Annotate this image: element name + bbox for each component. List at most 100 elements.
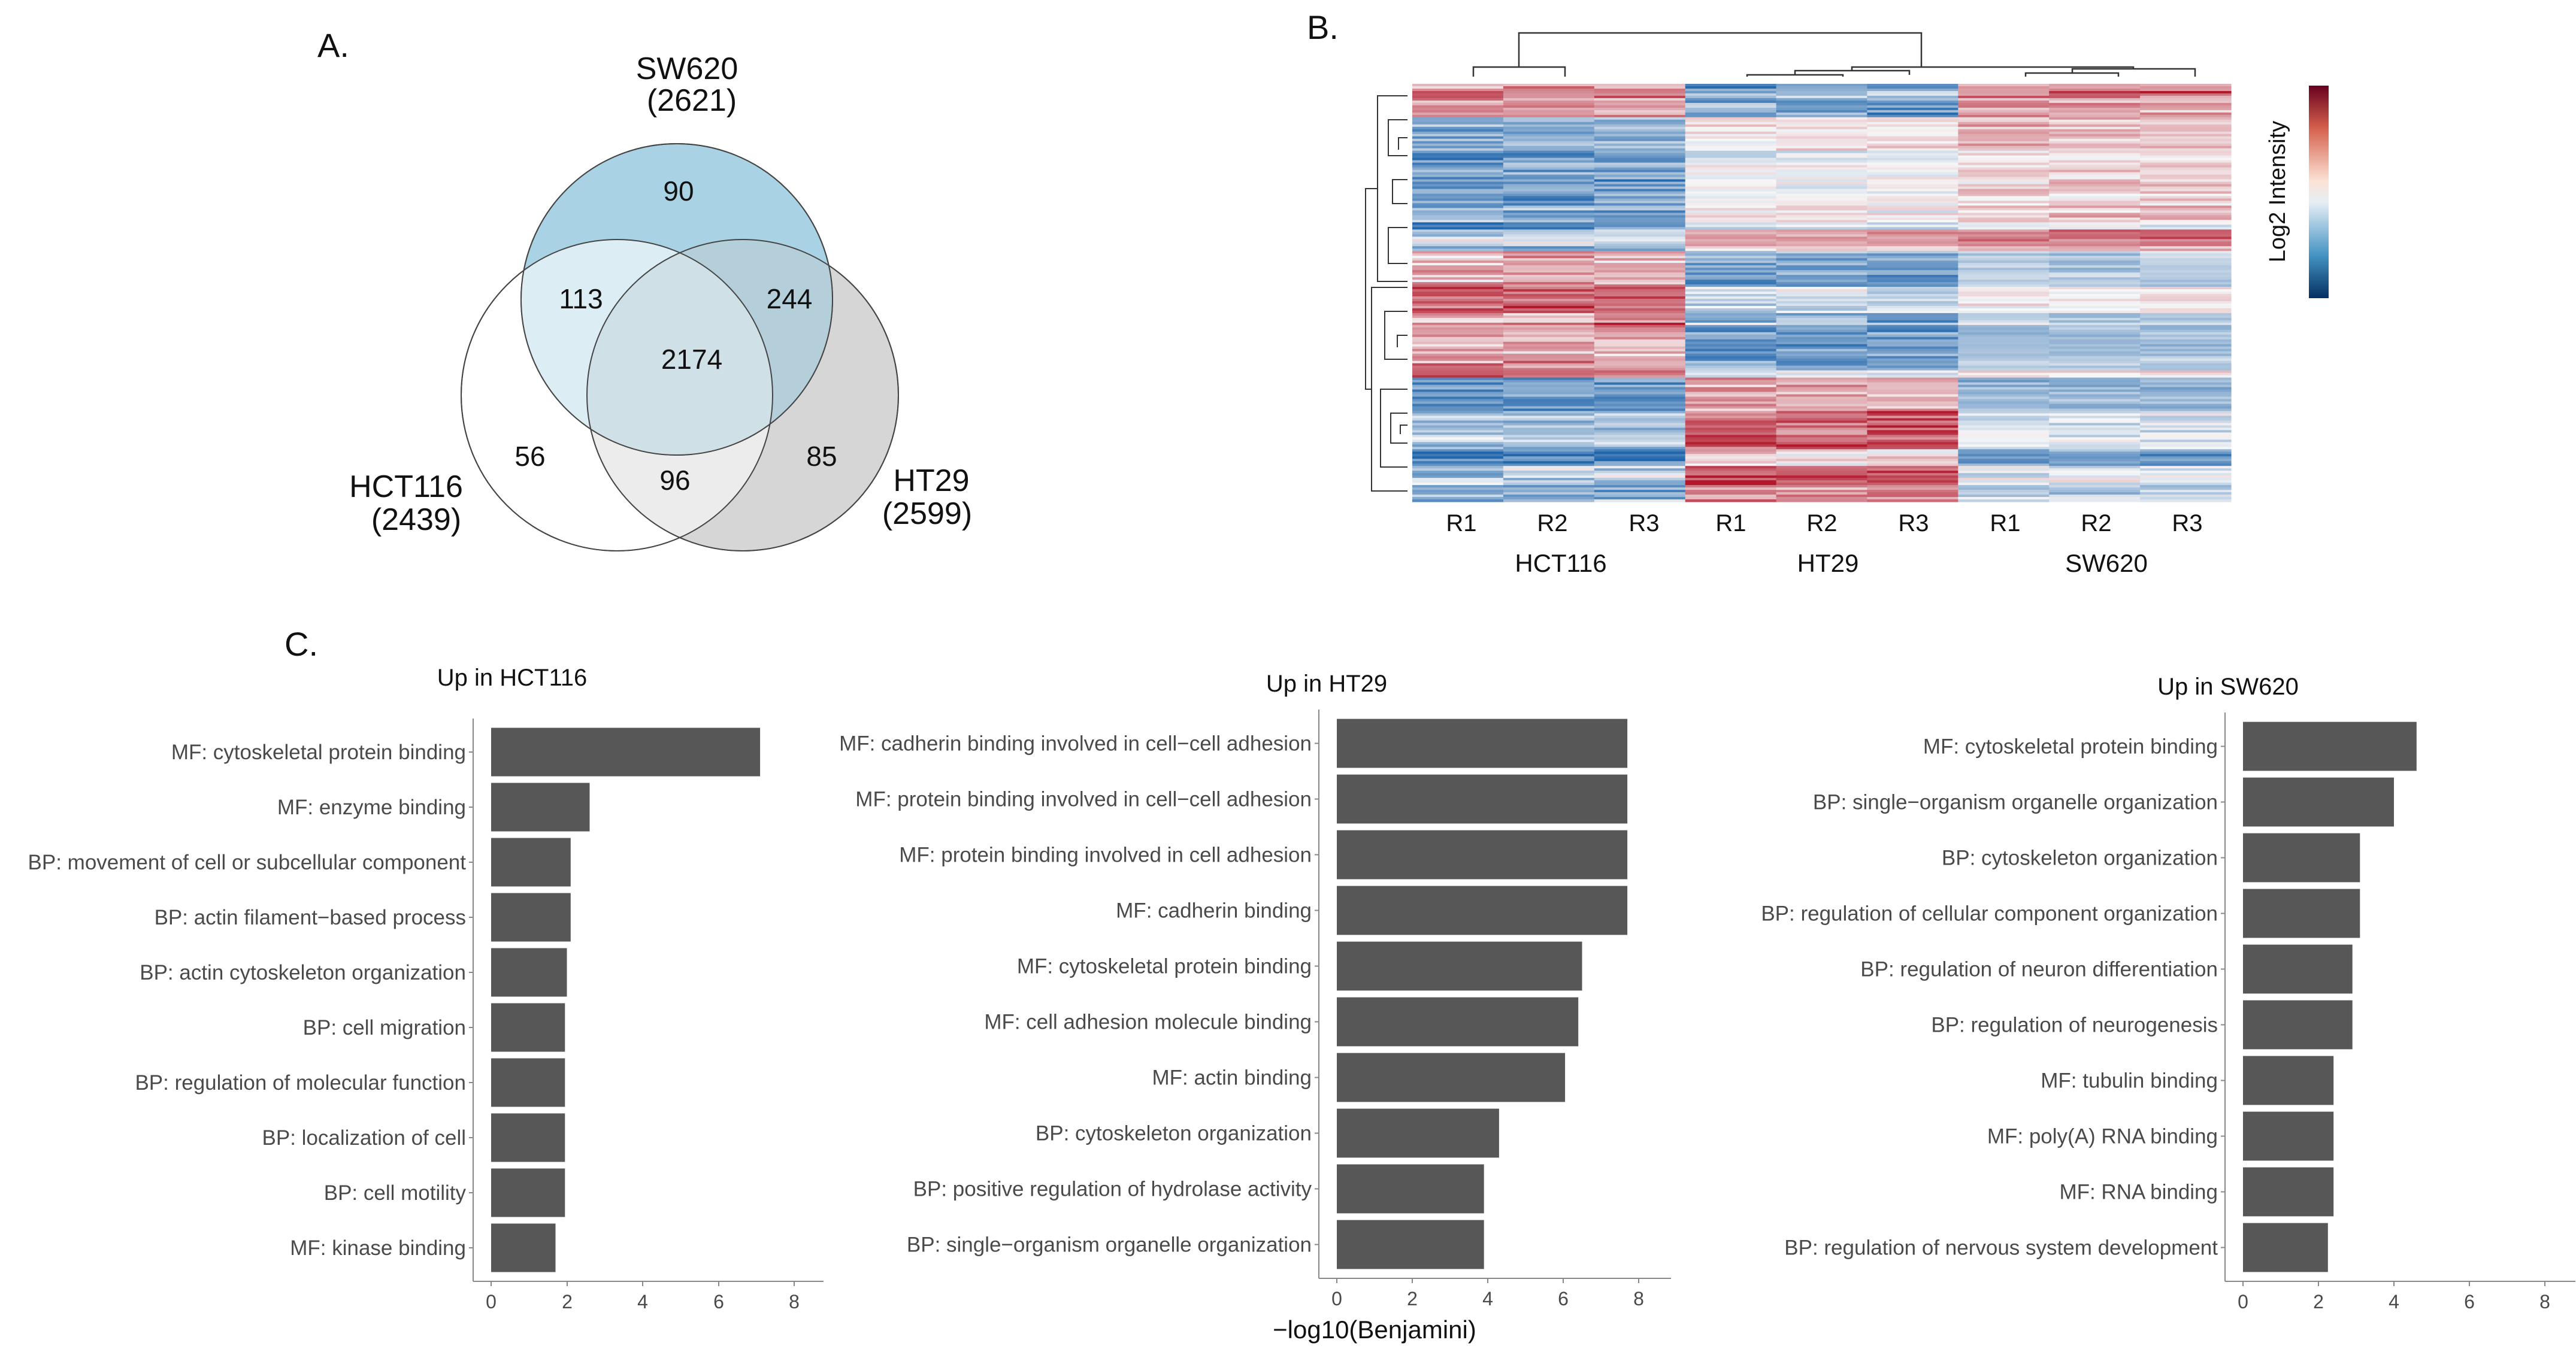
category-label: MF: tubulin binding xyxy=(2041,1069,2218,1093)
bar xyxy=(1337,886,1628,935)
category-label: MF: cell adhesion molecule binding xyxy=(984,1011,1312,1034)
bar xyxy=(1337,1108,1499,1158)
venn-set-size-hct116: (2439) xyxy=(371,502,461,537)
column-label-hct116-r3: R3 xyxy=(1628,510,1659,536)
venn-count-ht29-only: 85 xyxy=(806,441,837,472)
bar-chart-2: Up in SW620 MF: cytoskeletal protein bind… xyxy=(1761,674,2575,1312)
category-label: MF: actin binding xyxy=(1152,1066,1312,1090)
x-tick-label: 4 xyxy=(2389,1291,2399,1312)
bar xyxy=(2243,777,2394,827)
category-label: MF: protein binding involved in cell adh… xyxy=(899,844,1312,867)
venn-count-hct116-only: 56 xyxy=(514,441,545,472)
category-label: MF: cadherin binding involved in cell−ce… xyxy=(839,732,1312,756)
category-label: MF: RNA binding xyxy=(2059,1181,2218,1204)
heatmap-panel: R1 R2 R3 R1 R2 R3 R1 R2 R3 HCT116 HT29 S… xyxy=(1365,32,2329,577)
category-label: MF: cadherin binding xyxy=(1116,899,1312,923)
bar xyxy=(1337,1164,1484,1214)
category-label: BP: cell migration xyxy=(303,1016,466,1039)
column-label-sw620-r2: R2 xyxy=(2081,510,2111,536)
venn-set-name-sw620: SW620 xyxy=(636,51,738,86)
bar xyxy=(1337,830,1628,880)
category-label: BP: regulation of cellular component org… xyxy=(1761,902,2218,926)
bar xyxy=(2243,833,2360,883)
venn-set-size-sw620: (2621) xyxy=(647,83,737,118)
bar xyxy=(2243,1000,2353,1050)
color-legend-label: Log2 Intensity xyxy=(2265,121,2290,263)
column-label-hct116-r2: R2 xyxy=(1537,510,1567,536)
venn-count-sw620-only: 90 xyxy=(663,175,694,207)
bar xyxy=(2243,1111,2334,1161)
category-label: MF: protein binding involved in cell−cel… xyxy=(855,788,1312,811)
x-tick-label: 6 xyxy=(713,1291,724,1312)
venn-region-all xyxy=(587,240,773,455)
bar xyxy=(491,727,761,777)
category-label: BP: localization of cell xyxy=(262,1126,466,1150)
chart-title: Up in HCT116 xyxy=(437,665,587,691)
category-label: BP: cytoskeleton organization xyxy=(1942,847,2218,870)
venn-count-all: 2174 xyxy=(661,344,722,375)
x-tick-label: 0 xyxy=(486,1291,497,1312)
panel-letter-a: A. xyxy=(317,26,349,64)
x-tick-label: 6 xyxy=(1558,1288,1569,1309)
panel-letter-b: B. xyxy=(1307,8,1339,46)
heatmap-cells xyxy=(1412,84,2232,502)
category-label: BP: single−organism organelle organizati… xyxy=(907,1233,1312,1257)
bar xyxy=(491,783,590,832)
venn-count-hct116-sw620: 113 xyxy=(559,283,603,314)
x-axis-label: −log10(Benjamini) xyxy=(1273,1315,1476,1344)
x-tick-label: 2 xyxy=(562,1291,573,1312)
category-label: MF: cytoskeletal protein binding xyxy=(1017,955,1312,978)
bar xyxy=(1337,1053,1566,1102)
bar xyxy=(2243,944,2353,994)
bar xyxy=(2243,889,2360,938)
bar xyxy=(1337,1220,1484,1269)
bar xyxy=(491,1113,565,1162)
category-label: BP: regulation of molecular function xyxy=(135,1071,466,1095)
category-label: BP: movement of cell or subcellular comp… xyxy=(28,851,467,874)
x-tick-label: 0 xyxy=(1331,1288,1342,1309)
venn-set-size-ht29: (2599) xyxy=(882,496,972,531)
chart-title: Up in HT29 xyxy=(1266,671,1387,697)
x-tick-label: 2 xyxy=(2313,1291,2324,1312)
bar xyxy=(2243,1056,2334,1105)
bar-chart-0: Up in HCT116 MF: cytoskeletal protein bin… xyxy=(28,665,824,1312)
x-tick-label: 4 xyxy=(637,1291,648,1312)
category-label: MF: cytoskeletal protein binding xyxy=(171,741,466,764)
category-label: BP: actin filament−based process xyxy=(155,906,466,929)
category-label: MF: cytoskeletal protein binding xyxy=(1923,735,2218,759)
group-label-sw620: SW620 xyxy=(2065,549,2148,577)
category-label: MF: poly(A) RNA binding xyxy=(1987,1125,2218,1148)
bar xyxy=(491,1003,565,1052)
category-label: MF: enzyme binding xyxy=(277,796,466,819)
bar xyxy=(491,838,571,887)
x-tick-label: 2 xyxy=(1407,1288,1418,1309)
column-label-hct116-r1: R1 xyxy=(1446,510,1476,536)
venn-count-hct116-ht29: 96 xyxy=(659,465,690,496)
group-label-hct116: HCT116 xyxy=(1515,549,1606,577)
column-dendrogram xyxy=(1472,32,2196,77)
column-label-ht29-r2: R2 xyxy=(1806,510,1837,536)
category-label: BP: regulation of neuron differentiation xyxy=(1860,958,2218,981)
column-label-ht29-r1: R1 xyxy=(1715,510,1746,536)
category-label: MF: kinase binding xyxy=(290,1236,466,1260)
column-label-sw620-r1: R1 xyxy=(1990,510,2020,536)
category-label: BP: cytoskeleton organization xyxy=(1036,1122,1312,1145)
column-label-ht29-r3: R3 xyxy=(1898,510,1929,536)
x-tick-label: 8 xyxy=(2539,1291,2550,1312)
row-dendrogram xyxy=(1365,95,1407,492)
bar xyxy=(1337,997,1579,1047)
bar xyxy=(1337,774,1628,824)
venn-set-name-ht29: HT29 xyxy=(893,463,969,498)
bar xyxy=(491,948,567,997)
bar-charts: Up in HCT116 MF: cytoskeletal protein bin… xyxy=(28,665,2575,1344)
venn-set-name-hct116: HCT116 xyxy=(349,469,463,504)
bar xyxy=(2243,722,2417,771)
x-tick-label: 8 xyxy=(1633,1288,1644,1309)
category-label: BP: cell motility xyxy=(324,1181,467,1205)
category-label: BP: single−organism organelle organizati… xyxy=(1813,791,2218,814)
column-label-sw620-r3: R3 xyxy=(2172,510,2202,536)
x-tick-label: 6 xyxy=(2464,1291,2475,1312)
category-label: BP: regulation of nervous system develop… xyxy=(1784,1236,2218,1260)
bar xyxy=(491,1058,565,1107)
